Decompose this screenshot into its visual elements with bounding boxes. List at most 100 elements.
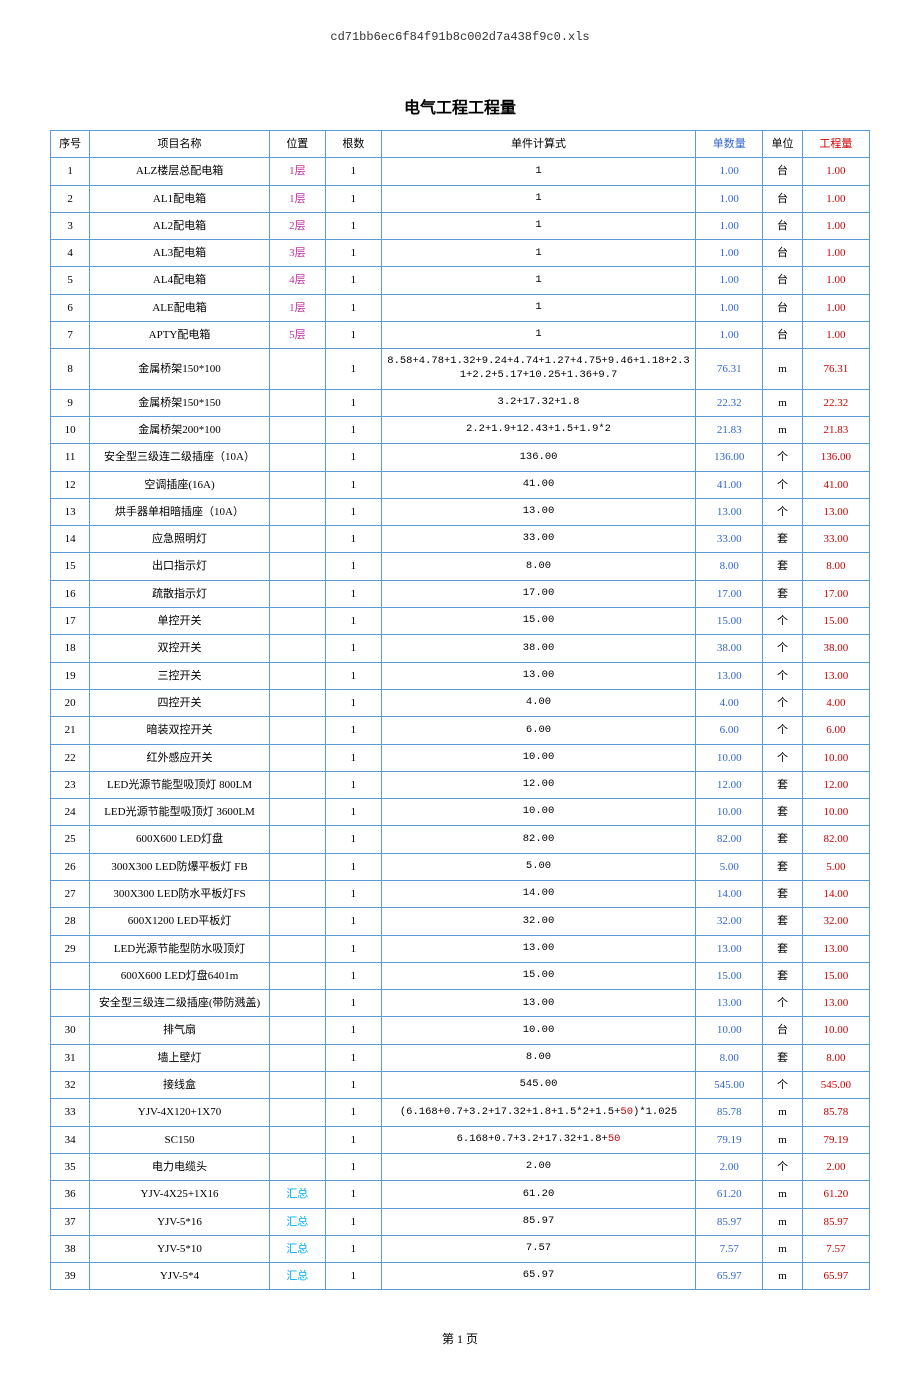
cell-unit: 个 bbox=[763, 471, 802, 498]
cell-formula: 3.2+17.32+1.8 bbox=[381, 389, 695, 416]
cell-seq: 14 bbox=[51, 526, 90, 553]
cell-unit: 个 bbox=[763, 1153, 802, 1180]
table-row: 22红外感应开关110.0010.00个10.00 bbox=[51, 744, 870, 771]
cell-qty: 21.83 bbox=[696, 416, 763, 443]
cell-formula: 6.00 bbox=[381, 717, 695, 744]
cell-qty: 10.00 bbox=[696, 744, 763, 771]
cell-qty: 13.00 bbox=[696, 935, 763, 962]
cell-qty: 6.00 bbox=[696, 717, 763, 744]
cell-seq: 38 bbox=[51, 1235, 90, 1262]
cell-name: YJV-5*10 bbox=[90, 1235, 270, 1262]
cell-pos bbox=[269, 389, 325, 416]
cell-seq: 29 bbox=[51, 935, 90, 962]
cell-unit: 台 bbox=[763, 322, 802, 349]
cell-pos bbox=[269, 717, 325, 744]
cell-count: 1 bbox=[325, 580, 381, 607]
table-row: 10金属桥架200*10012.2+1.9+12.43+1.5+1.9*221.… bbox=[51, 416, 870, 443]
table-row: 18双控开关138.0038.00个38.00 bbox=[51, 635, 870, 662]
cell-total: 1.00 bbox=[802, 240, 869, 267]
cell-formula: 1 bbox=[381, 240, 695, 267]
cell-qty: 15.00 bbox=[696, 962, 763, 989]
cell-seq: 37 bbox=[51, 1208, 90, 1235]
cell-formula: 32.00 bbox=[381, 908, 695, 935]
cell-pos: 2层 bbox=[269, 212, 325, 239]
cell-pos bbox=[269, 416, 325, 443]
cell-seq: 16 bbox=[51, 580, 90, 607]
cell-unit: 个 bbox=[763, 689, 802, 716]
cell-total: 79.19 bbox=[802, 1126, 869, 1153]
cell-unit: m bbox=[763, 1208, 802, 1235]
cell-name: 单控开关 bbox=[90, 608, 270, 635]
cell-seq: 22 bbox=[51, 744, 90, 771]
cell-formula: 65.97 bbox=[381, 1263, 695, 1290]
cell-unit: 套 bbox=[763, 1044, 802, 1071]
cell-formula: 15.00 bbox=[381, 962, 695, 989]
cell-name: ALZ楼层总配电箱 bbox=[90, 158, 270, 185]
cell-total: 8.00 bbox=[802, 553, 869, 580]
cell-total: 14.00 bbox=[802, 881, 869, 908]
cell-pos bbox=[269, 935, 325, 962]
table-row: 11安全型三级连二级插座（10A）1136.00136.00个136.00 bbox=[51, 444, 870, 471]
table-row: 32接线盒1545.00545.00个545.00 bbox=[51, 1072, 870, 1099]
th-total: 工程量 bbox=[802, 131, 869, 158]
cell-qty: 2.00 bbox=[696, 1153, 763, 1180]
table-row: 12空调插座(16A)141.0041.00个41.00 bbox=[51, 471, 870, 498]
cell-name: LED光源节能型吸顶灯 3600LM bbox=[90, 799, 270, 826]
cell-total: 13.00 bbox=[802, 990, 869, 1017]
cell-count: 1 bbox=[325, 526, 381, 553]
cell-name: 安全型三级连二级插座(带防溅盖) bbox=[90, 990, 270, 1017]
cell-total: 22.32 bbox=[802, 389, 869, 416]
cell-unit: 套 bbox=[763, 826, 802, 853]
cell-seq bbox=[51, 990, 90, 1017]
cell-seq: 6 bbox=[51, 294, 90, 321]
cell-count: 1 bbox=[325, 444, 381, 471]
cell-qty: 8.00 bbox=[696, 553, 763, 580]
cell-formula: 2.00 bbox=[381, 1153, 695, 1180]
cell-qty: 1.00 bbox=[696, 322, 763, 349]
cell-count: 1 bbox=[325, 962, 381, 989]
cell-pos bbox=[269, 881, 325, 908]
cell-unit: 个 bbox=[763, 635, 802, 662]
cell-seq: 24 bbox=[51, 799, 90, 826]
table-row: 4AL3配电箱3层111.00台1.00 bbox=[51, 240, 870, 267]
cell-pos: 汇总 bbox=[269, 1235, 325, 1262]
cell-seq: 30 bbox=[51, 1017, 90, 1044]
cell-total: 41.00 bbox=[802, 471, 869, 498]
cell-unit: 个 bbox=[763, 717, 802, 744]
cell-qty: 82.00 bbox=[696, 826, 763, 853]
cell-count: 1 bbox=[325, 349, 381, 389]
table-row: 30排气扇110.0010.00台10.00 bbox=[51, 1017, 870, 1044]
cell-seq: 26 bbox=[51, 853, 90, 880]
cell-count: 1 bbox=[325, 416, 381, 443]
th-name: 项目名称 bbox=[90, 131, 270, 158]
cell-count: 1 bbox=[325, 322, 381, 349]
cell-unit: 套 bbox=[763, 799, 802, 826]
cell-seq: 35 bbox=[51, 1153, 90, 1180]
cell-name: 600X600 LED灯盘6401m bbox=[90, 962, 270, 989]
cell-unit: m bbox=[763, 389, 802, 416]
cell-total: 32.00 bbox=[802, 908, 869, 935]
table-row: 15出口指示灯18.008.00套8.00 bbox=[51, 553, 870, 580]
cell-unit: 个 bbox=[763, 662, 802, 689]
cell-formula: 10.00 bbox=[381, 1017, 695, 1044]
cell-pos bbox=[269, 853, 325, 880]
cell-seq: 31 bbox=[51, 1044, 90, 1071]
cell-qty: 8.00 bbox=[696, 1044, 763, 1071]
cell-formula: 8.00 bbox=[381, 1044, 695, 1071]
cell-name: 金属桥架150*150 bbox=[90, 389, 270, 416]
cell-pos bbox=[269, 1153, 325, 1180]
cell-count: 1 bbox=[325, 553, 381, 580]
cell-qty: 13.00 bbox=[696, 662, 763, 689]
table-row: 38YJV-5*10汇总17.577.57m7.57 bbox=[51, 1235, 870, 1262]
cell-count: 1 bbox=[325, 1235, 381, 1262]
table-row: 23LED光源节能型吸顶灯 800LM112.0012.00套12.00 bbox=[51, 771, 870, 798]
cell-name: 暗装双控开关 bbox=[90, 717, 270, 744]
cell-seq: 13 bbox=[51, 498, 90, 525]
cell-seq: 23 bbox=[51, 771, 90, 798]
cell-seq: 4 bbox=[51, 240, 90, 267]
cell-seq: 18 bbox=[51, 635, 90, 662]
cell-qty: 545.00 bbox=[696, 1072, 763, 1099]
cell-qty: 10.00 bbox=[696, 799, 763, 826]
page-title: 电气工程工程量 bbox=[50, 94, 870, 118]
cell-name: 墙上壁灯 bbox=[90, 1044, 270, 1071]
